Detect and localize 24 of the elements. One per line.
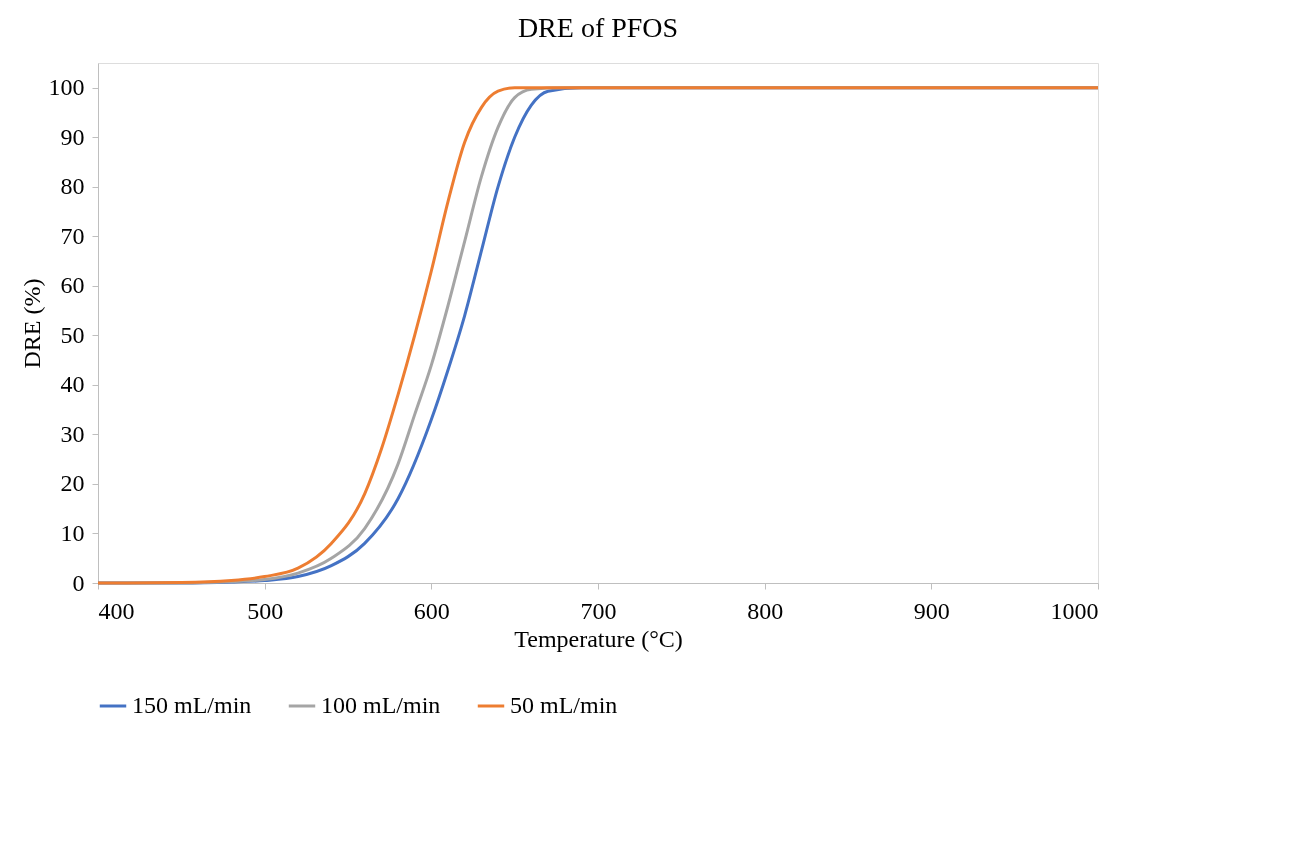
legend-label: 50 mL/min [510, 692, 618, 718]
y-axis-title: DRE (%) [18, 278, 45, 369]
x-tick-label: 1000 [1050, 597, 1099, 624]
y-tick-label: 80 [60, 173, 85, 200]
x-tick-label: 700 [580, 597, 617, 624]
x-tick-label: 600 [413, 597, 450, 624]
legend-label: 100 mL/min [321, 692, 441, 718]
x-tick-label: 500 [247, 597, 284, 624]
y-tick-label: 20 [60, 470, 85, 497]
y-tick-label: 100 [48, 74, 85, 101]
chart-title: DRE of PFOS [517, 12, 679, 43]
y-tick-label: 50 [60, 321, 85, 348]
y-tick-label: 60 [60, 272, 85, 299]
y-tick-label: 40 [60, 371, 85, 398]
y-tick-label: 10 [60, 519, 85, 546]
x-tick-label: 800 [747, 597, 784, 624]
y-tick-label: 70 [60, 222, 85, 249]
x-tick-label: 400 [98, 597, 135, 624]
y-tick-label: 0 [72, 569, 85, 596]
x-tick-label: 900 [913, 597, 950, 624]
x-axis-title: Temperature (°C) [514, 625, 683, 652]
y-tick-label: 90 [60, 123, 85, 150]
y-tick-label: 30 [60, 420, 85, 447]
legend-label: 150 mL/min [132, 692, 252, 718]
